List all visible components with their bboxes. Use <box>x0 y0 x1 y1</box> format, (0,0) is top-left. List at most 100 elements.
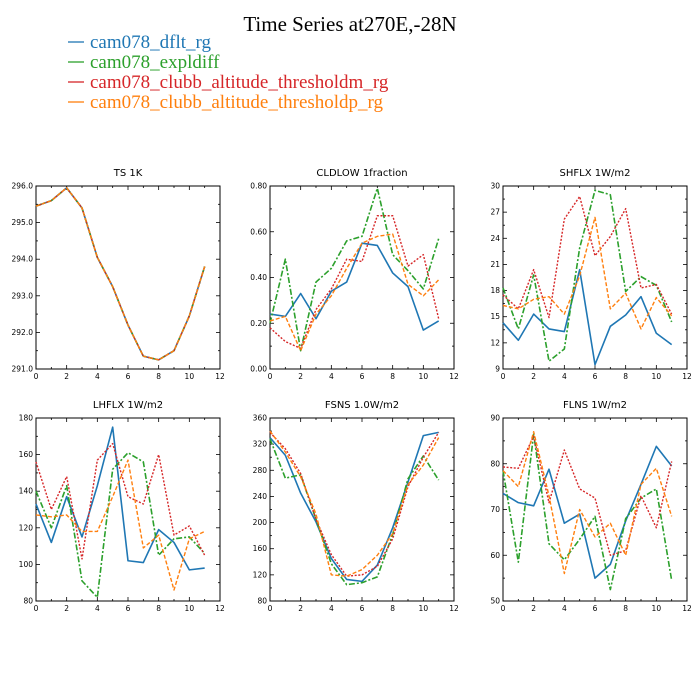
chart-panel: FLNS 1W/m2 0 2 4 6 8 10 12 50 60 70 80 90 <box>490 400 692 613</box>
chart-panel: LHFLX 1W/m2 0 2 4 6 8 10 12 80 100 120 140 160 180 <box>19 400 225 613</box>
y-tick-label: 0.40 <box>250 273 267 282</box>
y-tick-label: 160 <box>19 450 34 459</box>
x-tick-label: 6 <box>126 604 131 613</box>
x-tick-label: 10 <box>652 372 662 381</box>
plot-frame <box>35 185 221 370</box>
series-line <box>269 187 440 352</box>
legend-item: cam078_clubb_altitude_thresholdm_rg <box>68 72 389 93</box>
x-tick-label: 8 <box>390 372 395 381</box>
x-tick-label: 4 <box>95 372 100 381</box>
x-tick-label: 6 <box>360 372 365 381</box>
x-tick-label: 2 <box>64 372 69 381</box>
y-tick-label: 12 <box>490 338 500 347</box>
figure-title: Time Series at270E,-28N <box>243 12 456 36</box>
series-line <box>35 451 206 599</box>
panel-title: TS 1K <box>113 168 143 179</box>
y-tick-label: 0.80 <box>250 182 267 191</box>
series-line <box>502 268 673 366</box>
series-line <box>269 215 440 350</box>
x-tick-label: 10 <box>419 372 429 381</box>
series-line <box>269 438 440 586</box>
x-tick-label: 6 <box>593 372 598 381</box>
y-tick-label: 120 <box>19 523 34 532</box>
series-line <box>269 431 440 577</box>
y-tick-label: 280 <box>253 466 268 475</box>
x-tick-label: 4 <box>95 604 100 613</box>
x-tick-label: 4 <box>562 604 567 613</box>
y-tick-label: 293.0 <box>12 291 34 300</box>
x-tick-label: 8 <box>156 604 161 613</box>
y-tick-label: 80 <box>490 459 500 468</box>
y-tick-label: 294.0 <box>12 255 34 264</box>
x-tick-label: 0 <box>268 372 273 381</box>
x-tick-label: 8 <box>623 604 628 613</box>
y-tick-label: 0.00 <box>250 365 267 374</box>
y-tick-label: 80 <box>23 597 33 606</box>
panel-title: SHFLX 1W/m2 <box>560 168 631 179</box>
x-tick-label: 6 <box>360 604 365 613</box>
y-tick-label: 292.0 <box>12 328 34 337</box>
y-tick-label: 80 <box>257 597 267 606</box>
y-tick-label: 320 <box>253 440 268 449</box>
chart-panel: TS 1K 0 2 4 6 8 10 12 291.0 292.0 293.0 294.0 295.0 2… <box>12 168 225 381</box>
x-tick-label: 8 <box>156 372 161 381</box>
y-tick-label: 27 <box>490 208 500 217</box>
series-line <box>35 442 206 560</box>
y-tick-label: 100 <box>19 560 34 569</box>
legend: cam078_dflt_rgcam078_expldiffcam078_club… <box>68 32 389 113</box>
x-tick-label: 12 <box>449 604 459 613</box>
y-tick-label: 295.0 <box>12 218 34 227</box>
series-line <box>269 430 440 577</box>
series-line <box>35 187 206 361</box>
x-tick-label: 12 <box>215 604 225 613</box>
series-line <box>35 426 205 571</box>
x-tick-label: 0 <box>34 372 39 381</box>
x-tick-label: 6 <box>593 604 598 613</box>
x-tick-label: 12 <box>682 372 692 381</box>
series-line <box>35 187 206 361</box>
x-tick-label: 8 <box>623 372 628 381</box>
x-tick-label: 0 <box>268 604 273 613</box>
x-tick-label: 12 <box>682 604 692 613</box>
legend-label: cam078_expldiff <box>90 52 220 73</box>
plot-frame <box>269 417 455 602</box>
chart-panel: CLDLOW 1fraction 0 2 4 6 8 10 12 0.00 0.20 0.40 0.6… <box>250 168 459 381</box>
x-tick-label: 4 <box>329 604 334 613</box>
series-line <box>502 216 673 330</box>
y-tick-label: 291.0 <box>12 365 34 374</box>
x-tick-label: 6 <box>126 372 131 381</box>
x-tick-label: 10 <box>185 372 195 381</box>
series-line <box>502 433 673 591</box>
x-tick-label: 2 <box>298 372 303 381</box>
legend-label: cam078_clubb_altitude_thresholdm_rg <box>90 72 389 93</box>
series-line <box>269 233 440 352</box>
series-line <box>269 242 440 331</box>
series-line <box>502 189 673 362</box>
plot-frame <box>502 417 688 602</box>
x-tick-label: 4 <box>562 372 567 381</box>
x-tick-label: 10 <box>185 604 195 613</box>
series-line <box>269 431 439 583</box>
y-tick-label: 200 <box>253 518 268 527</box>
legend-item: cam078_dflt_rg <box>68 32 212 53</box>
legend-label: cam078_dflt_rg <box>90 32 212 53</box>
y-tick-label: 180 <box>19 414 34 423</box>
y-tick-label: 18 <box>490 286 500 295</box>
series-line <box>502 195 673 319</box>
legend-item: cam078_clubb_altitude_thresholdp_rg <box>68 92 384 113</box>
x-tick-label: 12 <box>215 372 225 381</box>
y-tick-label: 120 <box>253 570 268 579</box>
x-tick-label: 2 <box>531 372 536 381</box>
y-tick-label: 60 <box>490 551 500 560</box>
y-tick-label: 360 <box>253 414 268 423</box>
x-tick-label: 10 <box>419 604 429 613</box>
panel-title: LHFLX 1W/m2 <box>93 400 163 411</box>
y-tick-label: 30 <box>490 182 500 191</box>
y-tick-label: 24 <box>490 234 500 243</box>
x-tick-label: 12 <box>449 372 459 381</box>
x-tick-label: 0 <box>501 372 506 381</box>
y-tick-label: 140 <box>19 487 34 496</box>
x-tick-label: 2 <box>64 604 69 613</box>
